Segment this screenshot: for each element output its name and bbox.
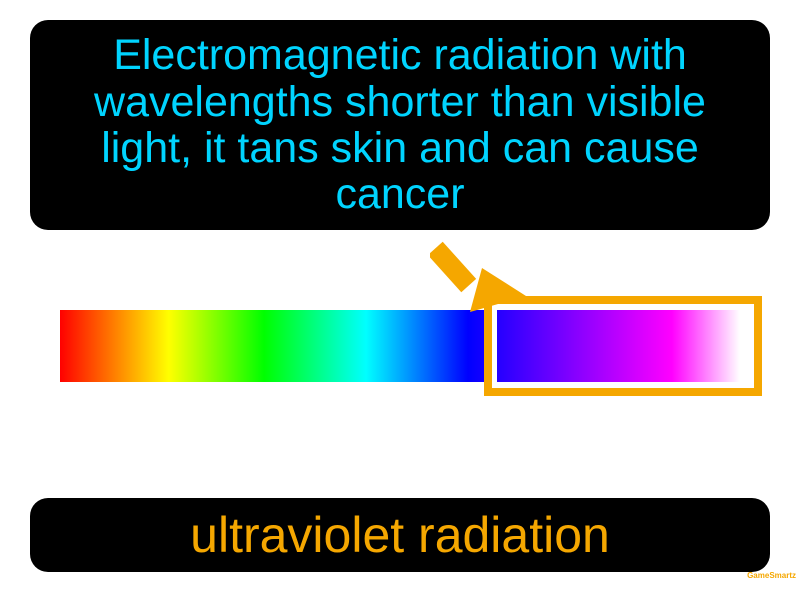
arrow-icon	[430, 240, 540, 320]
definition-box: Electromagnetic radiation with wavelengt…	[30, 20, 770, 230]
term-box: ultraviolet radiation	[30, 498, 770, 572]
watermark-text: GameSmartz	[747, 571, 796, 580]
term-text: ultraviolet radiation	[190, 506, 610, 564]
definition-text: Electromagnetic radiation with wavelengt…	[50, 32, 750, 218]
